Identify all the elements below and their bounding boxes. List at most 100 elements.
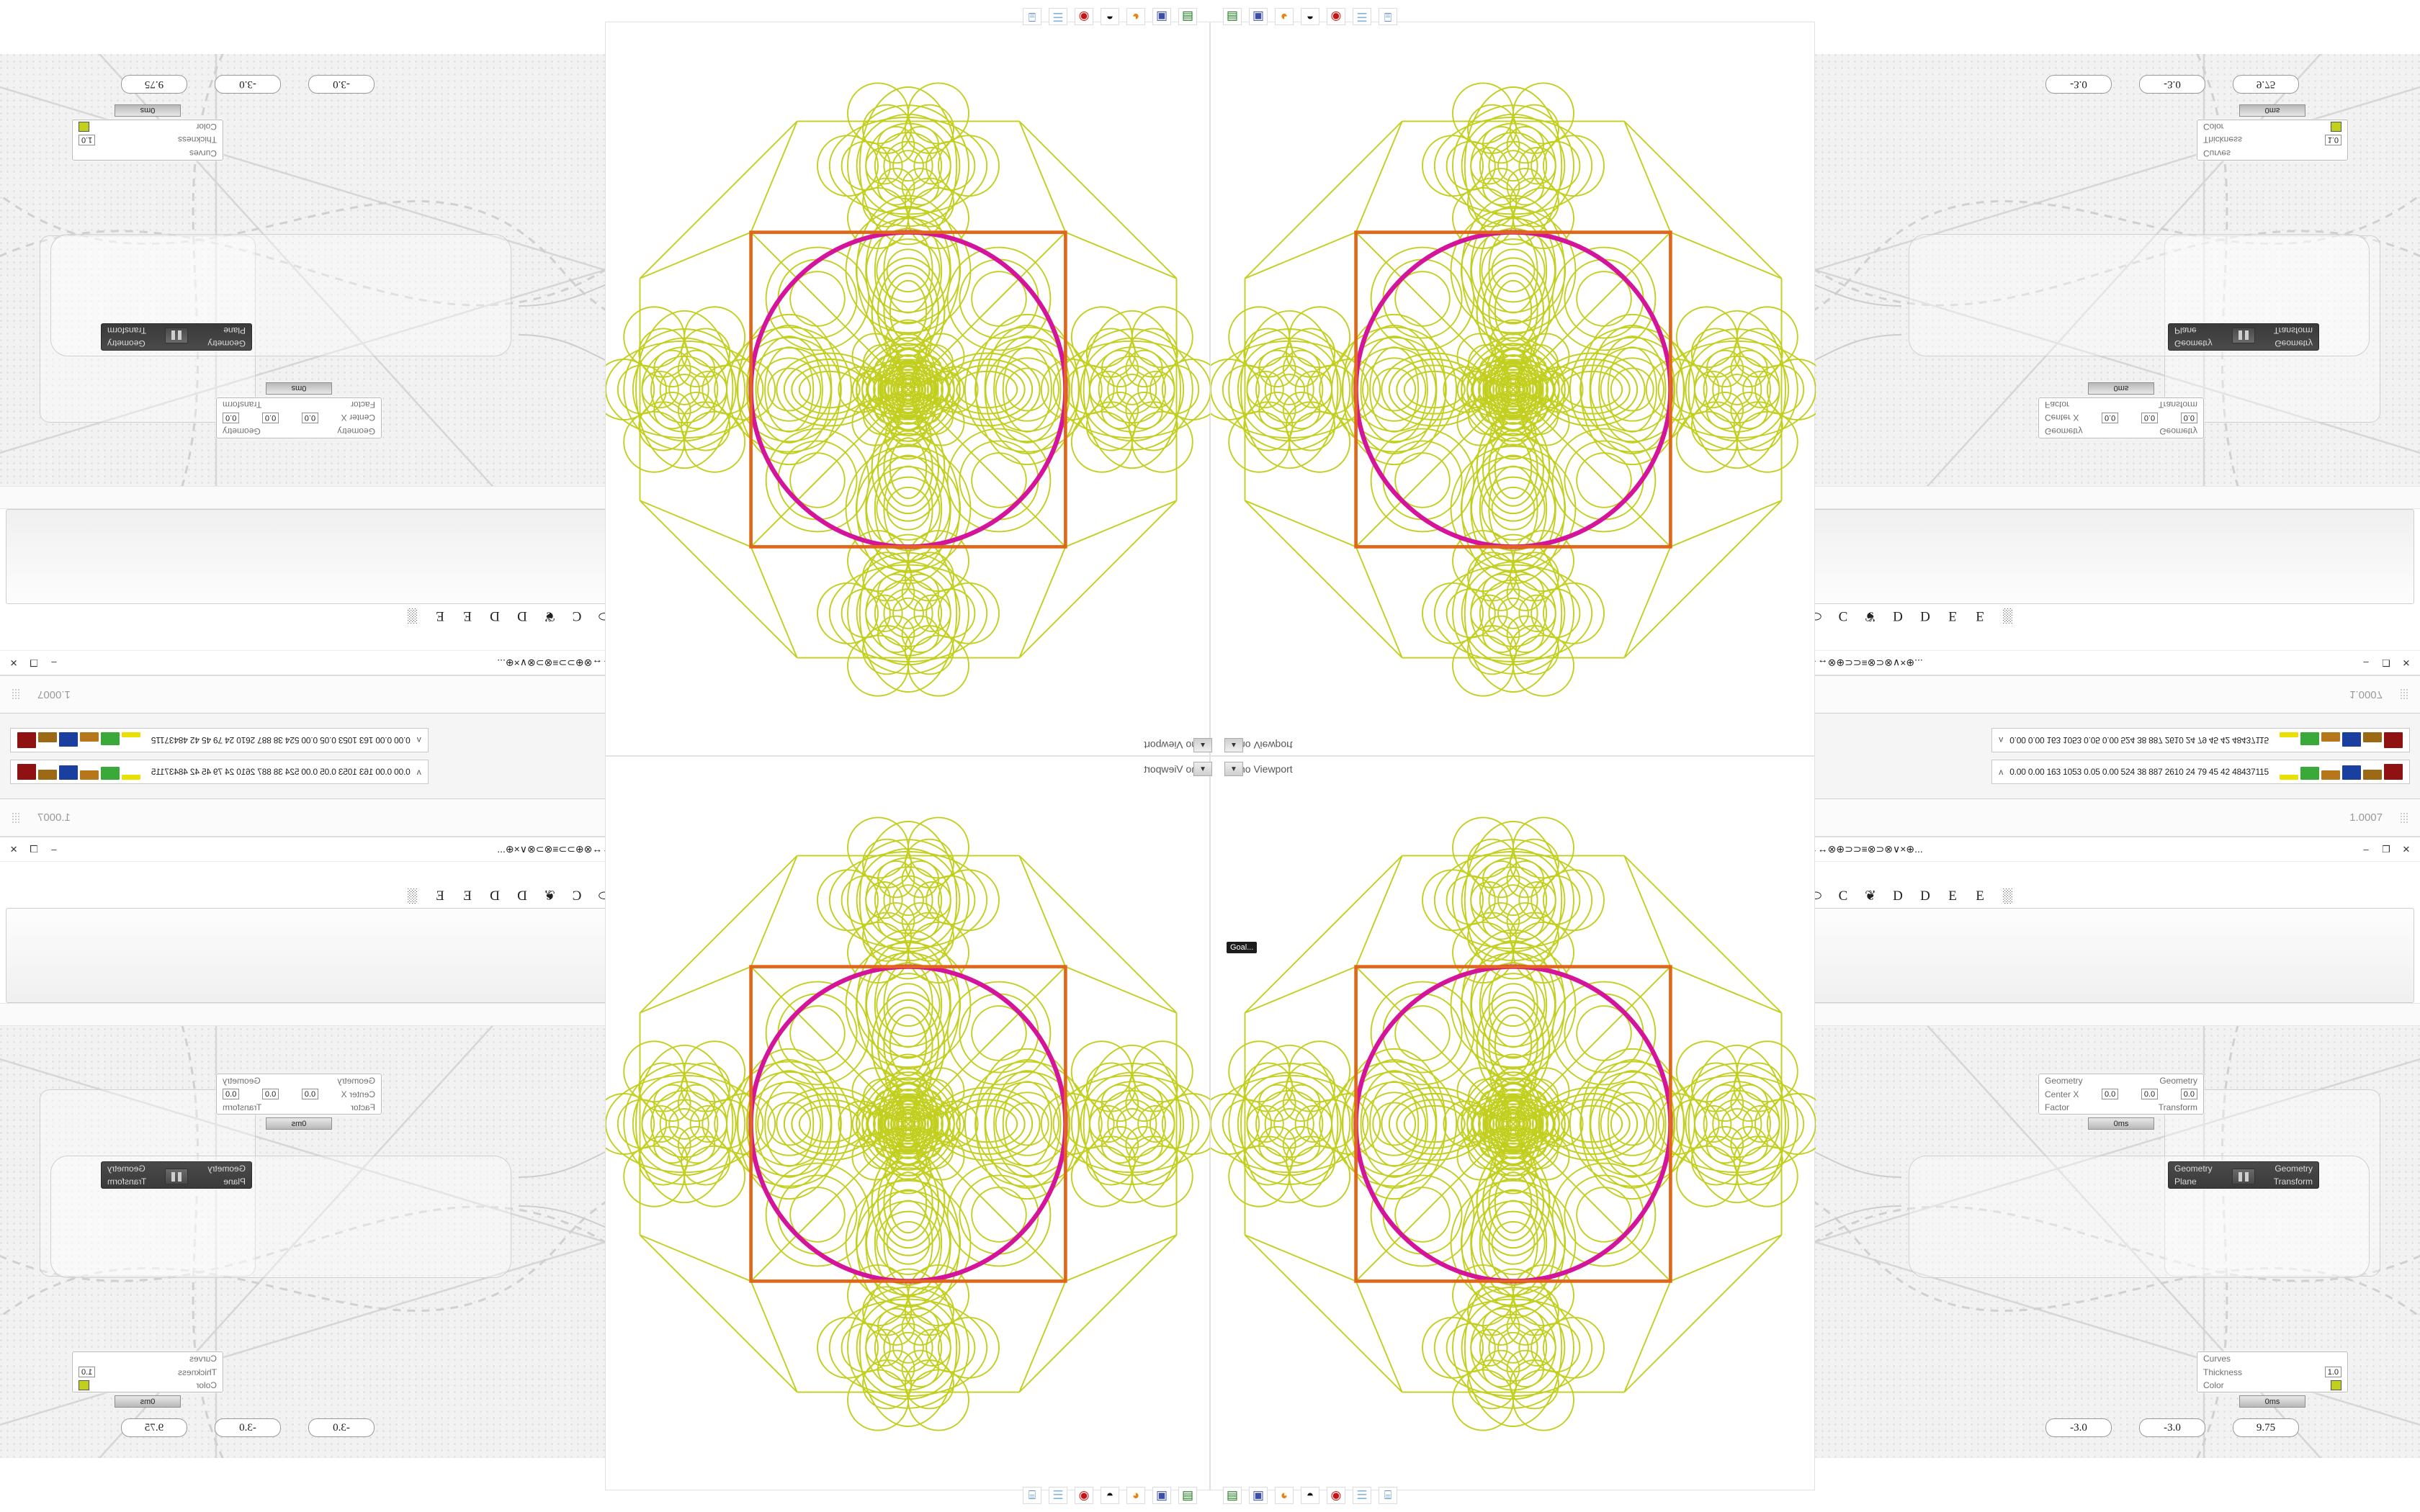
system-monitor-widget[interactable]: ʌ 0.00 0.00 163 1053 0.05 0.00 524 38 88… [1991,728,2410,752]
tab-glyph2-15[interactable]: E [463,608,472,624]
scale-r-center-z[interactable]: 0.0 [223,413,240,423]
tab-glyph2-11[interactable]: C [1838,608,1848,624]
tab-glyph2-14[interactable]: D [1920,608,1930,624]
viewport-dropdown-arrow[interactable]: ▲ [1193,738,1212,752]
scale-r-center-x[interactable]: 0.0 [301,1089,319,1099]
number-panel-r2[interactable]: -3.0 [215,1418,281,1437]
minimize-button[interactable]: – [51,844,57,855]
rhino-viewport-pane[interactable] [1210,756,1816,1490]
maximize-button[interactable]: ❐ [2382,843,2390,855]
tab-glyph2-12[interactable]: ❦ [544,888,555,904]
resize-grip[interactable] [2400,688,2408,701]
badger-icon[interactable]: ◓ [1101,1487,1119,1504]
firefox-icon[interactable]: ◕ [1275,8,1294,25]
tab-glyph2-12[interactable]: ❦ [1865,608,1876,624]
scale-r-center-x[interactable]: 0.0 [301,413,319,423]
green-drive-icon[interactable]: ▤ [1178,1487,1197,1504]
scale-r-center-z[interactable]: 0.0 [2180,1089,2197,1099]
viewport-dropdown-arrow[interactable]: ▲ [1224,738,1243,752]
minimize-button[interactable]: – [2363,657,2369,668]
tab-glyph2-12[interactable]: ❦ [544,608,555,624]
rhino-viewport-pane[interactable] [605,22,1211,756]
save-64-icon[interactable]: ▣ [1152,1487,1171,1504]
custom-preview-right[interactable]: Curves Thickness 1.0 Color 0ms [72,1351,223,1408]
tab-glyph2-13[interactable]: D [1893,608,1903,624]
tab-glyph2-16[interactable]: E [1976,608,1984,624]
notepad-icon[interactable]: ☰ [1353,1487,1371,1504]
cp-right-color-swatch[interactable] [2331,122,2341,132]
scale-component-right[interactable]: Geometry Geometry Center X 0.0 0.0 0.0 F… [2038,382,2204,438]
minimize-button[interactable]: – [2363,844,2369,855]
notepad-icon[interactable]: ☰ [1049,1487,1067,1504]
tab-glyph2-11[interactable]: C [572,608,582,624]
tab-glyph2-15[interactable]: E [1948,888,1957,904]
system-monitor-widget[interactable]: ʌ 0.00 0.00 163 1053 0.05 0.00 524 38 88… [10,728,429,752]
tab-glyph2-13[interactable]: D [1893,888,1903,904]
resize-grip[interactable] [12,811,20,824]
transform-r-pause-handle[interactable] [165,328,188,343]
tab-glyph2-14[interactable]: D [490,888,500,904]
tab-glyph2-17[interactable]: ░ [2002,608,2012,624]
green-drive-icon[interactable]: ▤ [1223,1487,1242,1504]
number-panel-r3[interactable]: 9.75 [2233,75,2299,94]
tab-glyph2-15[interactable]: E [1948,608,1957,624]
transform-component-right[interactable]: Geometry Geometry Plane Transform [101,323,252,351]
system-monitor-widget[interactable]: ʌ 0.00 0.00 163 1053 0.05 0.00 524 38 88… [1991,760,2410,784]
rhino-icon[interactable]: ◉ [1075,1487,1093,1504]
scale-component-right[interactable]: Geometry Geometry Center X 0.0 0.0 0.0 F… [2038,1074,2204,1130]
tab-glyph2-16[interactable]: E [436,888,444,904]
green-drive-icon[interactable]: ▤ [1223,8,1242,25]
cp-right-thickness-field[interactable]: 1.0 [79,1367,96,1377]
cp-right-thickness-field[interactable]: 1.0 [2324,1367,2341,1377]
custom-preview-right[interactable]: Curves Thickness 1.0 Color 0ms [2197,1351,2348,1408]
custom-preview-right[interactable]: Curves Thickness 1.0 Color 0ms [72,104,223,161]
scale-r-center-y[interactable]: 0.0 [2141,1089,2159,1099]
tab-glyph2-16[interactable]: E [436,608,444,624]
number-panel-r1[interactable]: -3.0 [2045,75,2112,94]
tab-glyph2-11[interactable]: C [572,888,582,904]
tab-glyph2-12[interactable]: ❦ [1865,888,1876,904]
transform-component-right[interactable]: Geometry Geometry Plane Transform [2168,323,2319,351]
badger-icon[interactable]: ◓ [1301,1487,1319,1504]
number-panel-r3[interactable]: 9.75 [2233,1418,2299,1437]
transform-r-pause-handle[interactable] [2232,1169,2255,1184]
tab-glyph2-17[interactable]: ░ [408,888,418,904]
rhino-icon[interactable]: ◉ [1327,8,1345,25]
calculator-icon[interactable]: ⌸ [1023,8,1041,25]
close-button[interactable]: ✕ [9,657,18,669]
transform-component-right[interactable]: Geometry Geometry Plane Transform [2168,1161,2319,1189]
tab-glyph2-14[interactable]: D [490,608,500,624]
rhino-viewport-pane[interactable] [1210,22,1816,756]
number-panel-r3[interactable]: 9.75 [121,75,187,94]
number-panel-r2[interactable]: -3.0 [2139,75,2205,94]
scale-r-center-z[interactable]: 0.0 [2180,413,2197,423]
resize-grip[interactable] [2400,811,2408,824]
green-drive-icon[interactable]: ▤ [1178,8,1197,25]
viewport-dropdown-arrow[interactable]: ▼ [1193,762,1212,776]
tab-glyph2-13[interactable]: D [517,608,527,624]
badger-icon[interactable]: ◓ [1301,8,1319,25]
rhino-viewport-pane[interactable] [605,756,1211,1490]
badger-icon[interactable]: ◓ [1101,8,1119,25]
notepad-icon[interactable]: ☰ [1049,8,1067,25]
number-panel-r1[interactable]: -3.0 [2045,1418,2112,1437]
scale-r-center-x[interactable]: 0.0 [2101,413,2119,423]
custom-preview-right[interactable]: Curves Thickness 1.0 Color 0ms [2197,104,2348,161]
scale-r-center-y[interactable]: 0.0 [261,413,279,423]
transform-component-right[interactable]: Geometry Geometry Plane Transform [101,1161,252,1189]
calculator-icon[interactable]: ⌸ [1379,8,1397,25]
number-panel-r2[interactable]: -3.0 [2139,1418,2205,1437]
close-button[interactable]: ✕ [2402,843,2411,855]
viewport-dropdown-arrow[interactable]: ▼ [1224,762,1243,776]
tab-glyph2-17[interactable]: ░ [2002,888,2012,904]
minimize-button[interactable]: – [51,657,57,668]
calculator-icon[interactable]: ⌸ [1379,1487,1397,1504]
tab-glyph2-15[interactable]: E [463,888,472,904]
scale-component-right[interactable]: Geometry Geometry Center X 0.0 0.0 0.0 F… [216,382,382,438]
scale-r-center-x[interactable]: 0.0 [2101,1089,2119,1099]
tab-glyph2-17[interactable]: ░ [408,608,418,624]
cp-right-color-swatch[interactable] [2331,1380,2341,1390]
scale-r-center-y[interactable]: 0.0 [2141,413,2159,423]
close-button[interactable]: ✕ [2402,657,2411,669]
number-panel-r2[interactable]: -3.0 [215,75,281,94]
